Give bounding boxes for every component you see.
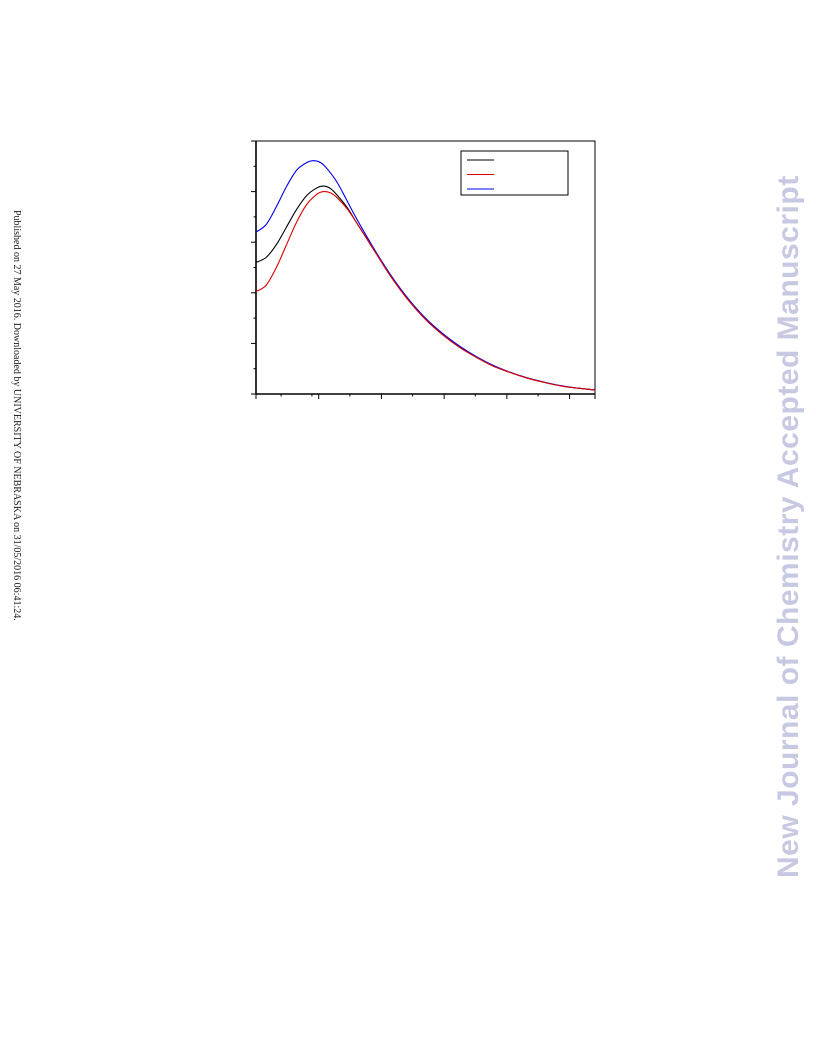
legend-box <box>460 150 569 196</box>
legend <box>460 150 569 196</box>
series-layer <box>255 160 596 391</box>
series-line-1 <box>255 185 596 391</box>
axis-ticks <box>251 140 596 399</box>
series-line-2 <box>255 191 596 391</box>
